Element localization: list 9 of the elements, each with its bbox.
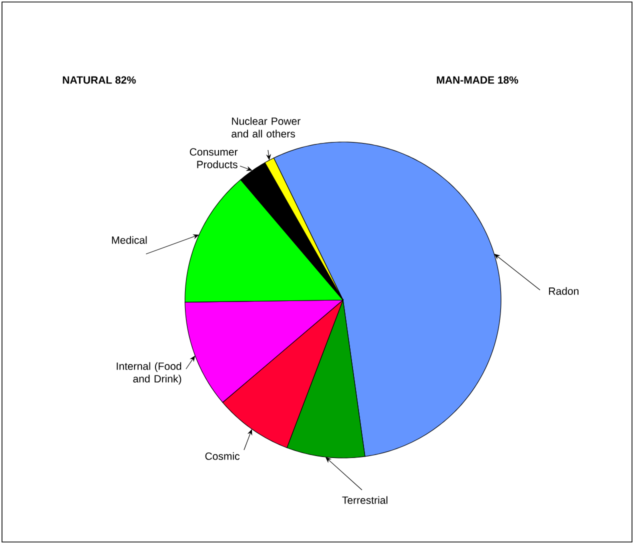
slice-label: Consumer Products bbox=[190, 148, 238, 168]
slice-label: Medical bbox=[112, 236, 147, 244]
slice-label: Terrestrial bbox=[342, 496, 388, 504]
slice-label: Internal (Food and Drink) bbox=[116, 362, 182, 385]
slice-label: Cosmic bbox=[205, 452, 240, 460]
text: NATURAL 82% bbox=[62, 76, 136, 84]
text: MAN-MADE 18% bbox=[436, 76, 518, 84]
slice-label: Nuclear Power and all others bbox=[232, 117, 300, 138]
slice-label: Radon bbox=[549, 287, 578, 295]
